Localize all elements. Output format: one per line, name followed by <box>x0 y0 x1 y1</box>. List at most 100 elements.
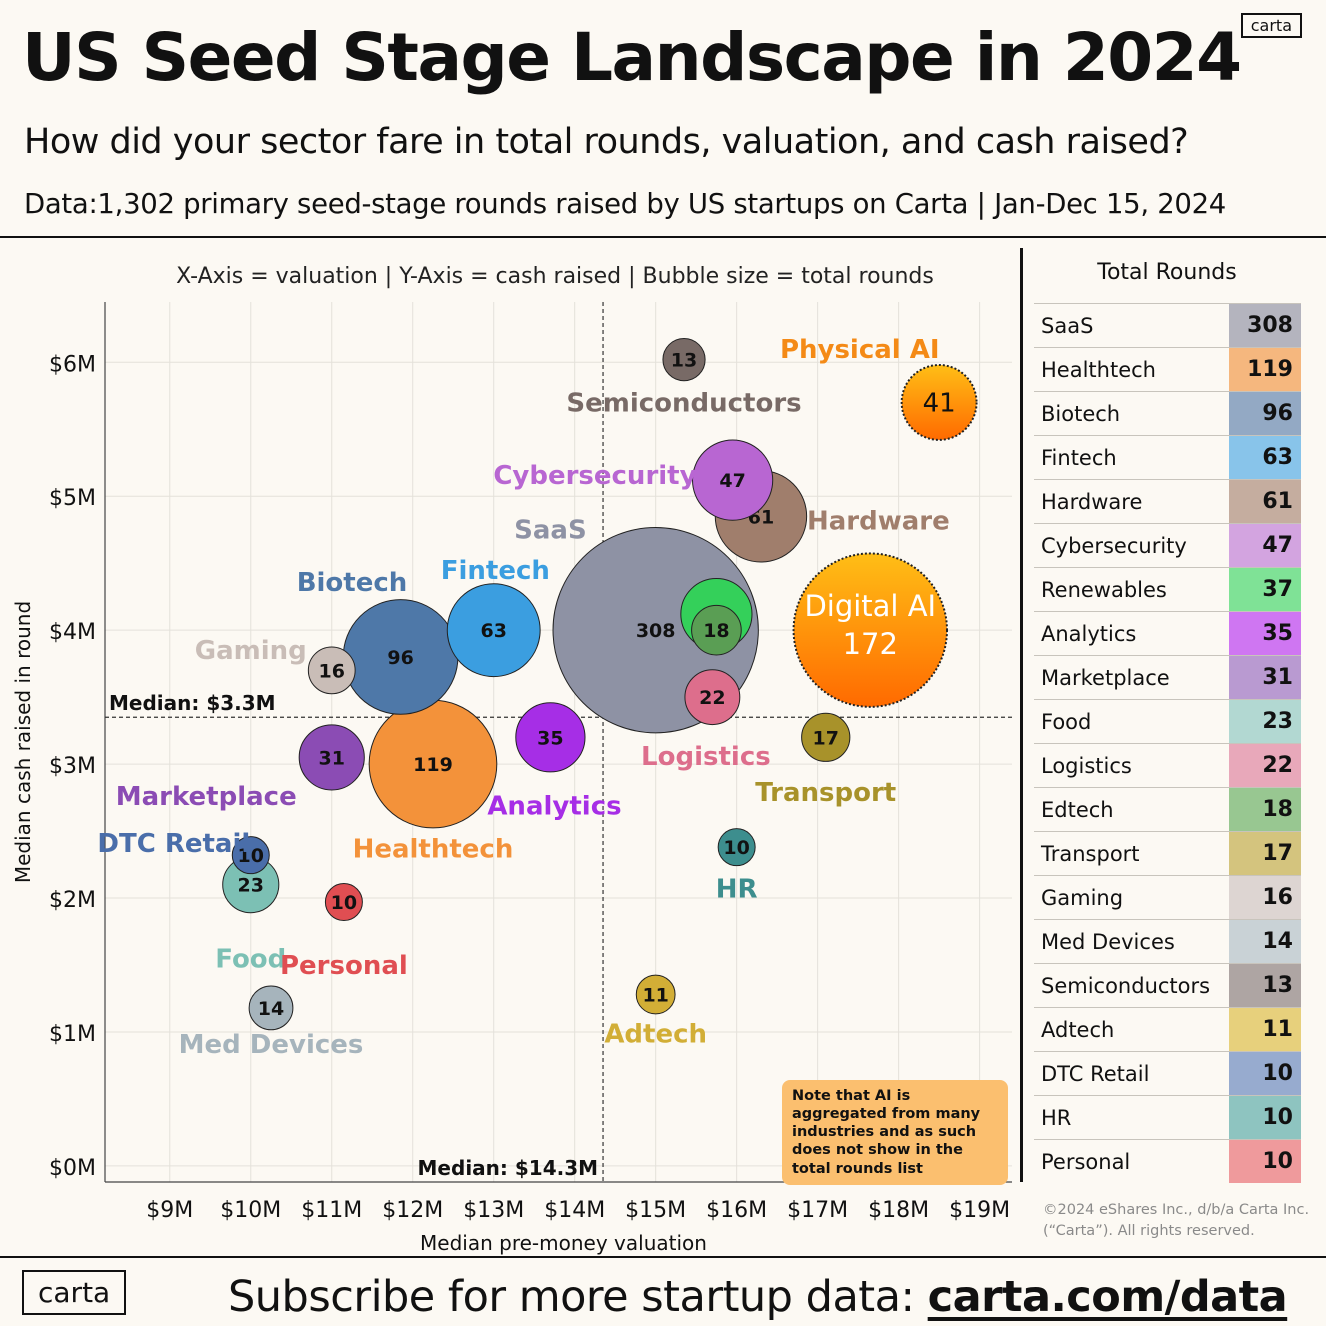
bubble-value-saas: 308 <box>636 620 676 642</box>
bubble-edtech <box>691 604 742 656</box>
page-subtitle: How did your sector fare in total rounds… <box>24 122 1189 162</box>
rounds-row-value: 14 <box>1229 920 1301 963</box>
rounds-row-name: HR <box>1041 1105 1072 1130</box>
y-tick-label: $0M <box>49 1156 96 1181</box>
y-tick-label: $3M <box>49 754 96 779</box>
bubble-analytics <box>515 702 586 773</box>
sector-label-physical-ai: Physical AI <box>780 335 940 365</box>
bubble-transport <box>801 712 851 762</box>
bubble-value-transport: 17 <box>813 727 839 749</box>
sector-label-med-devices: Med Devices <box>179 1030 364 1060</box>
sector-label-transport: Transport <box>755 778 896 808</box>
rounds-row-name: Personal <box>1041 1149 1131 1174</box>
rounds-row: Gaming 16 <box>1034 875 1301 919</box>
y-axis-title: Median cash raised in round <box>11 601 35 883</box>
rounds-row-value: 22 <box>1229 744 1301 787</box>
bubble-value-dtc-retail: 10 <box>238 845 264 867</box>
footer-carta-logo: carta <box>22 1270 127 1315</box>
bubble-gaming <box>307 646 356 695</box>
bubble-value-adtech: 11 <box>642 984 668 1006</box>
x-tick-label: $10M <box>220 1198 281 1223</box>
bubble-value-healthtech: 119 <box>413 754 453 776</box>
x-axis-title: Median pre-money valuation <box>420 1231 707 1255</box>
bubble-adtech <box>635 974 676 1015</box>
rounds-row: Logistics 22 <box>1034 743 1301 787</box>
x-tick-label: $17M <box>787 1198 848 1223</box>
x-tick-label: $18M <box>868 1198 929 1223</box>
footer-link[interactable]: carta.com/data <box>927 1272 1288 1322</box>
rounds-row-value: 18 <box>1229 788 1301 831</box>
bubble-personal <box>324 883 363 922</box>
rounds-row-name: Cybersecurity <box>1041 533 1187 558</box>
bubble-value-biotech: 96 <box>387 647 413 669</box>
bubble-fintech <box>446 583 541 678</box>
bubble-value-personal: 10 <box>331 892 357 914</box>
rounds-row-name: Healthtech <box>1041 357 1156 382</box>
bubble-chart: X-Axis = valuation | Y-Axis = cash raise… <box>11 264 1012 1255</box>
bubble-semiconductors <box>662 338 706 382</box>
rounds-row: Fintech 63 <box>1034 435 1301 479</box>
panel-divider <box>1020 248 1023 1182</box>
bubble-hr <box>717 828 756 867</box>
rounds-row-value: 13 <box>1229 964 1301 1007</box>
rounds-row-name: Adtech <box>1041 1017 1115 1042</box>
chart-legend-text: X-Axis = valuation | Y-Axis = cash raise… <box>176 264 934 289</box>
rounds-row-name: DTC Retail <box>1041 1061 1150 1086</box>
sector-label-hr: HR <box>716 875 758 905</box>
rounds-row-name: Marketplace <box>1041 665 1170 690</box>
footer-cta: Subscribe for more startup data: carta.c… <box>228 1272 1288 1322</box>
bubble-digital-ai <box>792 552 949 708</box>
rounds-row-name: Logistics <box>1041 753 1132 778</box>
rounds-row-name: SaaS <box>1041 313 1094 338</box>
x-tick-label: $9M <box>146 1198 193 1223</box>
rounds-row-name: Food <box>1041 709 1092 734</box>
rounds-row: Edtech 18 <box>1034 787 1301 831</box>
rounds-row-value: 47 <box>1229 524 1301 567</box>
ai-note: Note that AI is aggregated from many ind… <box>782 1080 1008 1185</box>
bubble-cybersecurity <box>692 439 774 521</box>
rounds-row-value: 10 <box>1229 1052 1301 1095</box>
rounds-row-value: 119 <box>1229 348 1301 391</box>
x-tick-label: $12M <box>382 1198 443 1223</box>
rounds-row-name: Transport <box>1041 841 1140 866</box>
rounds-row-value: 16 <box>1229 876 1301 919</box>
rounds-row-value: 37 <box>1229 568 1301 611</box>
rounds-row: Healthtech 119 <box>1034 347 1301 391</box>
rounds-row-value: 31 <box>1229 656 1301 699</box>
rounds-row: Hardware 61 <box>1034 479 1301 523</box>
rounds-row: Med Devices 14 <box>1034 919 1301 963</box>
rounds-row: Cybersecurity 47 <box>1034 523 1301 567</box>
bubble-value-food: 23 <box>238 875 264 897</box>
rounds-row-value: 10 <box>1229 1140 1301 1183</box>
sector-label-adtech: Adtech <box>604 1019 707 1049</box>
rounds-row-name: Semiconductors <box>1041 973 1211 998</box>
rounds-row-value: 17 <box>1229 832 1301 875</box>
rounds-row-value: 11 <box>1229 1008 1301 1051</box>
bubble-value-hr: 10 <box>723 837 749 859</box>
y-tick-label: $5M <box>49 486 96 511</box>
rounds-table: SaaS 308 Healthtech 119 Biotech 96 Fintech 63 Ha… <box>1034 303 1301 1183</box>
sector-label-saas: SaaS <box>514 516 587 546</box>
bubble-value-physical-ai: 41 <box>923 388 956 418</box>
rounds-row-name: Hardware <box>1041 489 1143 514</box>
sector-label-personal: Personal <box>280 951 408 981</box>
rounds-row-name: Edtech <box>1041 797 1114 822</box>
footer-divider <box>0 1256 1326 1258</box>
bubble-value-edtech: 18 <box>703 620 729 642</box>
rounds-row: DTC Retail 10 <box>1034 1051 1301 1095</box>
median-y-label: Median: $3.3M <box>109 691 276 715</box>
header-divider <box>0 236 1326 238</box>
median-x-label: Median: $14.3M <box>418 1156 599 1180</box>
rounds-row: Adtech 11 <box>1034 1007 1301 1051</box>
rounds-row: Renewables 37 <box>1034 567 1301 611</box>
rounds-row-value: 63 <box>1229 436 1301 479</box>
rounds-row-name: Biotech <box>1041 401 1121 426</box>
bubble-med-devices <box>248 985 294 1031</box>
rounds-row-name: Fintech <box>1041 445 1117 470</box>
sector-label-cybersecurity: Cybersecurity <box>493 461 696 491</box>
rounds-table-title: Total Rounds <box>1097 260 1237 285</box>
rounds-row: Personal 10 <box>1034 1139 1301 1183</box>
sector-label-analytics: Analytics <box>487 792 621 822</box>
bubble-marketplace <box>298 724 365 791</box>
x-tick-label: $16M <box>706 1198 767 1223</box>
